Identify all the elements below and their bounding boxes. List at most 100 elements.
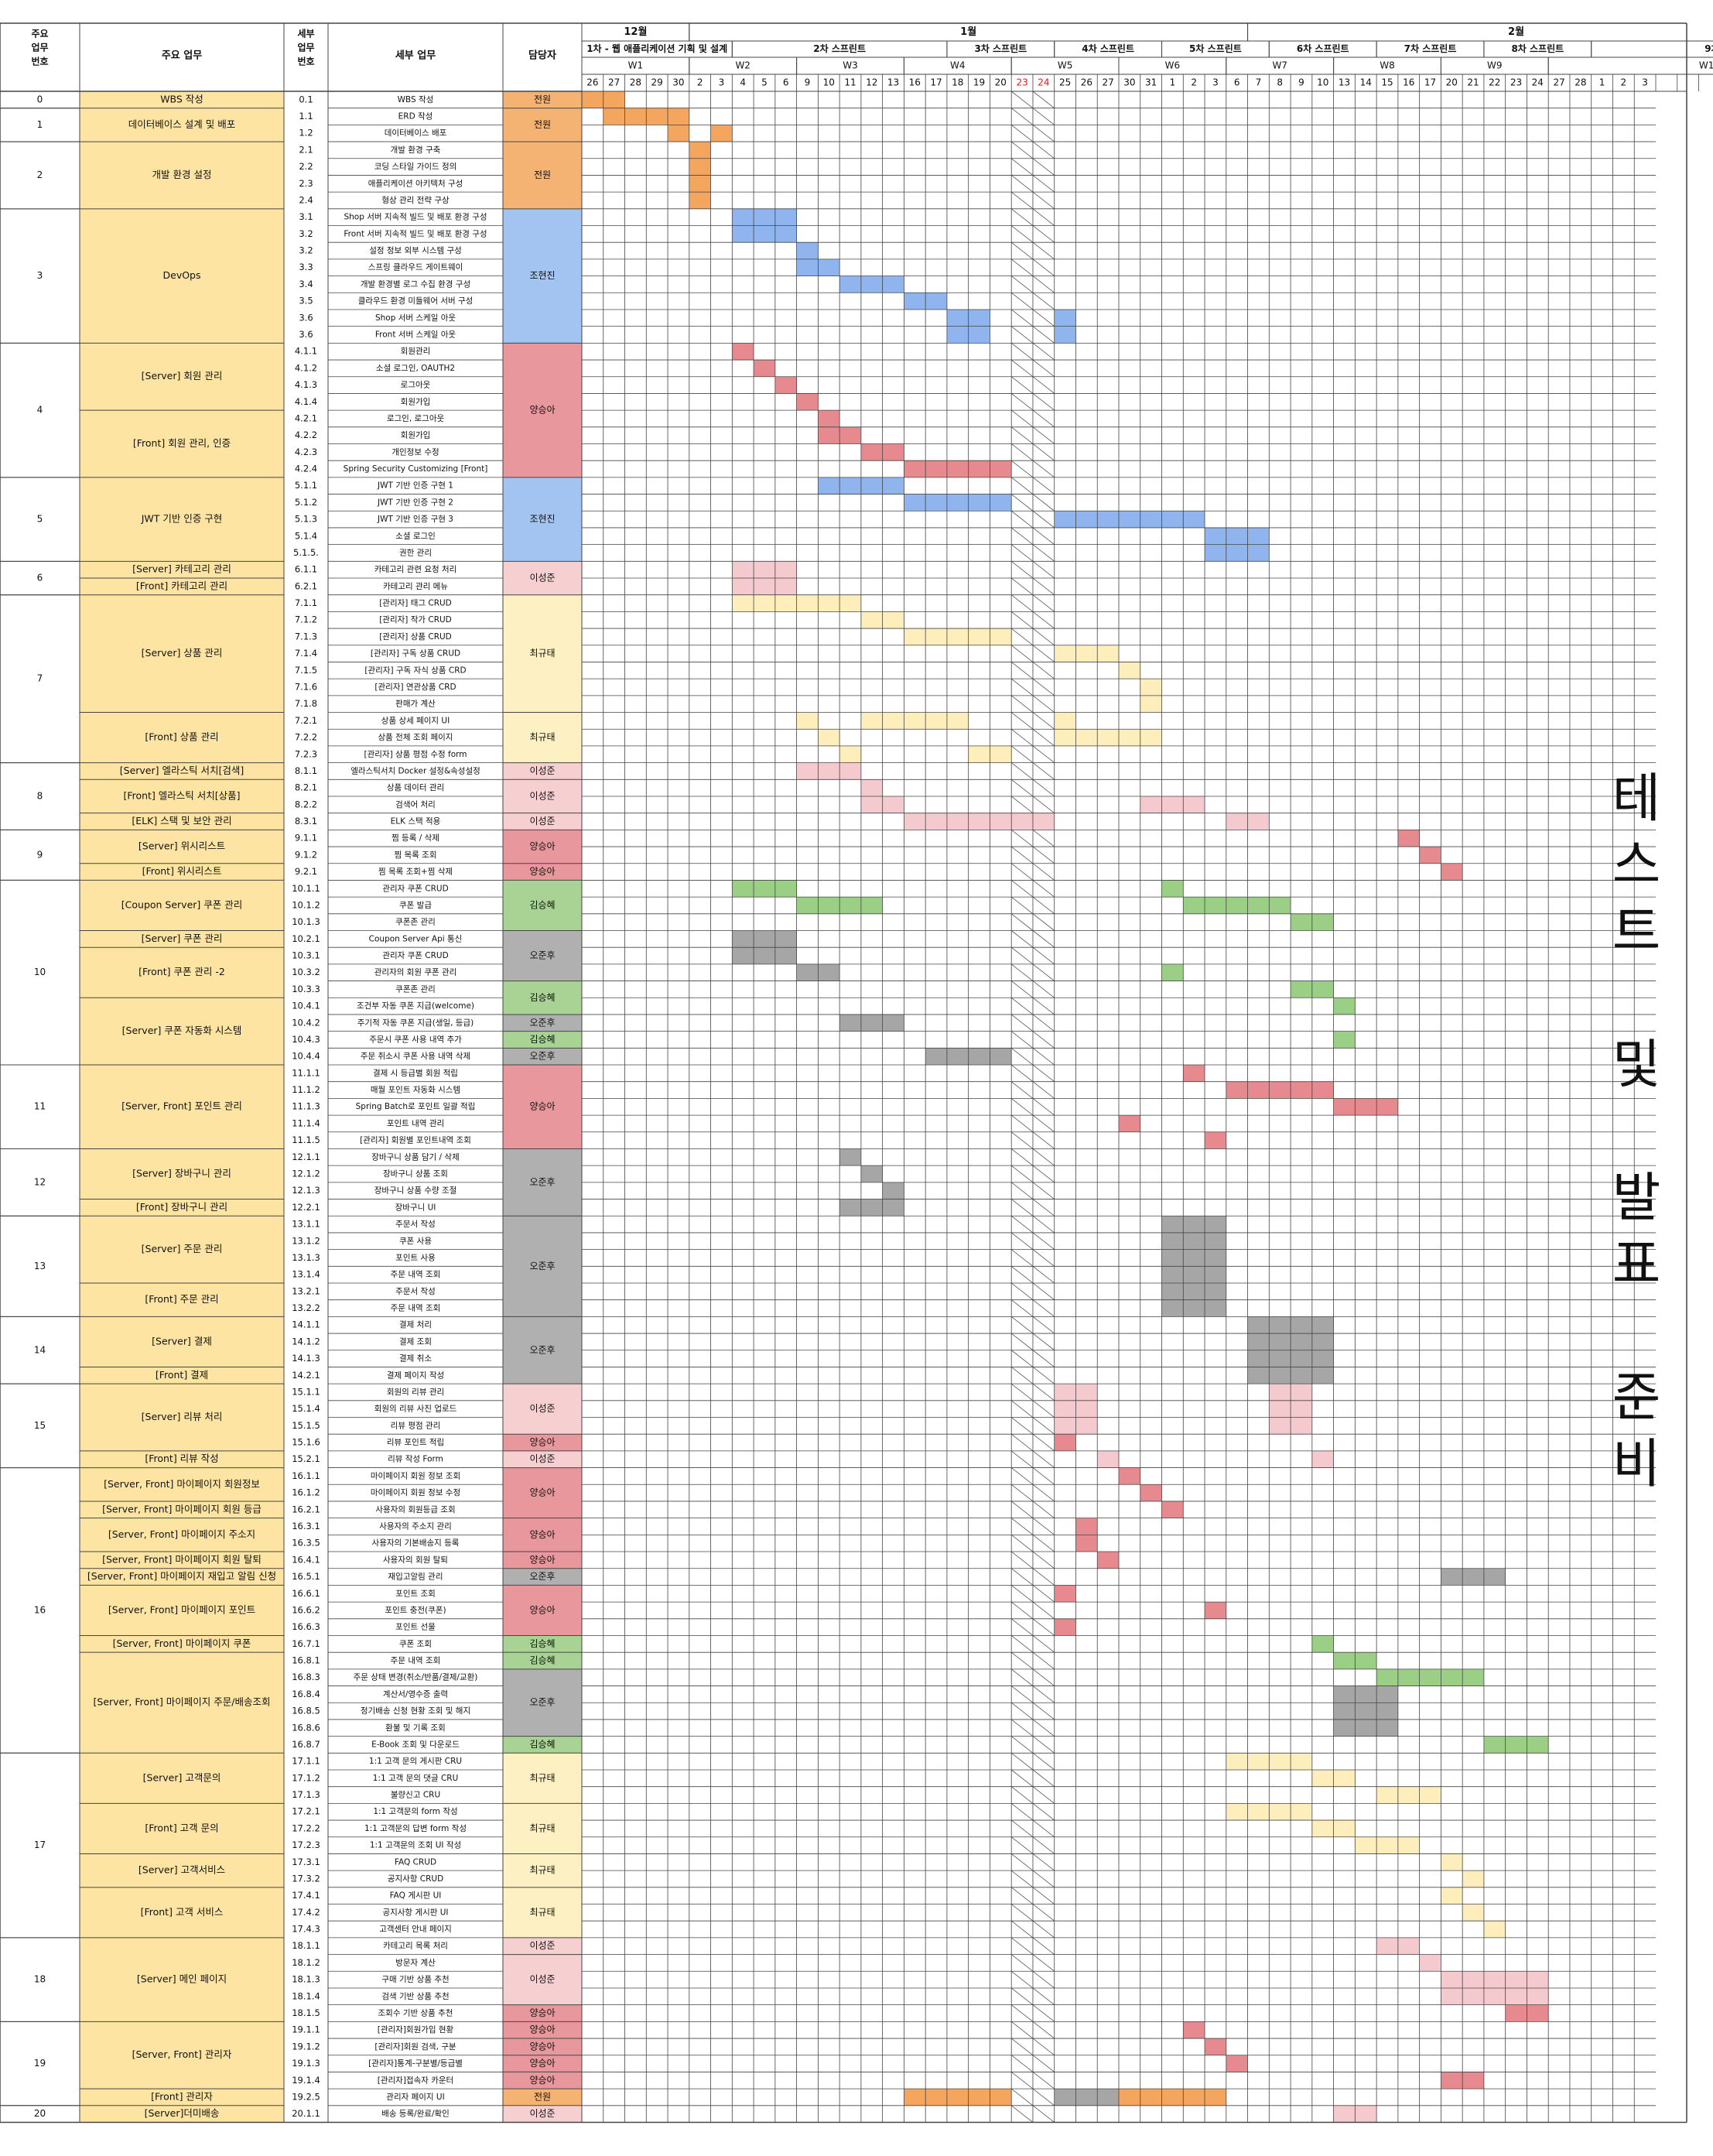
sub-task-number: 7.1.8 xyxy=(295,698,317,709)
owner-label: 양승아 xyxy=(529,841,555,852)
holiday-hatch xyxy=(1010,1333,1034,1351)
sub-task-number: 5.1.3 xyxy=(295,514,317,525)
owner-cell-bg xyxy=(503,1148,582,1217)
holiday-hatch xyxy=(1010,1585,1034,1603)
sub-task-number: 17.1.3 xyxy=(292,1789,320,1800)
holiday-hatch xyxy=(1032,426,1055,444)
schedule-bar xyxy=(1161,1249,1226,1267)
header-no-label: 번호 xyxy=(31,56,48,67)
holiday-hatch xyxy=(1032,1651,1055,1670)
header-owner-label: 담당자 xyxy=(528,50,556,62)
holiday-hatch xyxy=(1010,510,1034,529)
schedule-bar xyxy=(689,158,711,176)
day-label: 28 xyxy=(1575,77,1586,88)
sub-task-number: 13.2.1 xyxy=(292,1285,320,1296)
holiday-hatch xyxy=(1010,1199,1034,1217)
holiday-hatch xyxy=(1010,1400,1034,1418)
day-label: 26 xyxy=(586,77,598,88)
sub-task-name: 리뷰 포인트 적립 xyxy=(387,1437,444,1447)
holiday-hatch xyxy=(1010,393,1034,411)
owner-cell-bg xyxy=(503,2089,582,2106)
schedule-bar xyxy=(1161,1266,1226,1283)
schedule-bar xyxy=(1226,2055,1248,2072)
sub-task-number: 14.2.1 xyxy=(292,1370,320,1381)
schedule-bar xyxy=(796,242,819,259)
holiday-hatch xyxy=(1032,125,1055,142)
owner-cell-bg xyxy=(503,813,582,830)
schedule-bar xyxy=(732,578,797,595)
holiday-hatch xyxy=(1032,1114,1055,1133)
holiday-hatch xyxy=(1010,225,1034,243)
schedule-bar xyxy=(689,175,711,193)
holiday-hatch xyxy=(1010,1316,1034,1334)
schedule-bar xyxy=(1161,1501,1184,1518)
sub-task-name: 공지사항 게시판 UI xyxy=(382,1908,448,1917)
holiday-hatch xyxy=(1032,1265,1055,1284)
sub-task-name: [관리자]접속자 카운터 xyxy=(378,2076,453,2085)
sub-task-number: 15.1.1 xyxy=(292,1386,320,1397)
sub-task-number: 13.1.4 xyxy=(292,1269,320,1280)
holiday-hatch xyxy=(1010,1836,1034,1854)
day-label: 1 xyxy=(1599,77,1605,88)
schedule-bar xyxy=(1441,1853,1463,1871)
sub-task-name: Shop 서버 스케일 아웃 xyxy=(375,313,456,323)
task-label: DevOps xyxy=(163,269,201,281)
sub-task-name: 주문 내역 조회 xyxy=(391,1304,441,1313)
sub-task-name: 포인트 사용 xyxy=(395,1253,436,1262)
schedule-bar xyxy=(1441,1887,1463,1904)
owner-label: 양승아 xyxy=(529,2007,555,2018)
holiday-hatch xyxy=(1010,577,1034,596)
task-label: [Server] 쿠폰 자동화 시스템 xyxy=(122,1025,242,1036)
schedule-bar xyxy=(732,208,797,226)
group-number: 11 xyxy=(34,1101,46,1112)
sub-task-number: 7.1.6 xyxy=(295,681,317,692)
sub-task-number: 13.1.2 xyxy=(292,1235,320,1246)
task-cell-bg xyxy=(80,1467,284,1501)
owner-label: 전원 xyxy=(534,169,551,180)
schedule-bar xyxy=(839,275,904,293)
sub-task-number: 7.2.2 xyxy=(295,732,317,743)
holiday-hatch xyxy=(1010,2105,1034,2123)
owner-label: 김승혜 xyxy=(529,1655,555,1666)
sub-task-number: 10.3.1 xyxy=(292,950,320,961)
holiday-hatch xyxy=(1032,1249,1055,1267)
task-label: [Server] 고객문의 xyxy=(143,1771,221,1783)
sub-task-number: 11.1.3 xyxy=(292,1101,320,1112)
sub-task-number: 16.8.7 xyxy=(292,1739,320,1750)
sub-task-name: [관리자]회원가입 현황 xyxy=(378,2024,454,2035)
schedule-bar xyxy=(1441,1971,1549,1988)
task-cell-bg xyxy=(80,578,284,595)
header-sub-no-label: 번호 xyxy=(297,56,314,67)
task-cell-bg xyxy=(80,830,284,864)
task-label: [Server] 결제 xyxy=(152,1335,212,1347)
sub-task-name: 사용자의 회원등급 조회 xyxy=(375,1505,455,1514)
holiday-hatch xyxy=(1032,527,1055,545)
sub-task-number: 11.1.4 xyxy=(292,1117,320,1128)
sub-task-name: Front 서버 지속적 빌드 및 배포 환경 구성 xyxy=(344,228,487,238)
owner-cell-bg xyxy=(503,1568,582,1586)
holiday-hatch xyxy=(1010,1887,1034,1904)
week-label: W8 xyxy=(1380,60,1395,71)
sub-task-number: 10.2.1 xyxy=(292,933,320,944)
sub-task-name: [관리자] 구독 상품 CRUD xyxy=(371,649,460,659)
holiday-hatch xyxy=(1010,645,1034,662)
holiday-hatch xyxy=(1010,1350,1034,1367)
sub-task-name: Coupon Server Api 통신 xyxy=(369,934,463,943)
sub-task-name: 소셜 로그인, OAUTH2 xyxy=(376,364,455,373)
holiday-hatch xyxy=(1032,611,1055,629)
schedule-bar xyxy=(732,947,797,964)
holiday-hatch xyxy=(1010,309,1034,327)
sub-task-number: 8.3.1 xyxy=(295,816,317,826)
sub-task-name: 스프링 클라우드 게이트웨이 xyxy=(368,263,463,272)
owner-cell-bg xyxy=(503,1652,582,1669)
holiday-hatch xyxy=(1032,1316,1055,1334)
sub-task-name: 로그아웃 xyxy=(401,381,431,390)
schedule-bar xyxy=(1441,863,1463,881)
holiday-hatch xyxy=(1010,376,1034,394)
owner-label: 양승아 xyxy=(529,1437,555,1448)
sub-task-name: 애플리케이션 아키텍처 구성 xyxy=(368,179,463,188)
holiday-hatch xyxy=(1010,1064,1034,1083)
sub-task-number: 10.3.3 xyxy=(292,984,320,994)
task-label: [Server] 메인 페이지 xyxy=(137,1973,227,1985)
group-number: 0 xyxy=(37,94,43,104)
